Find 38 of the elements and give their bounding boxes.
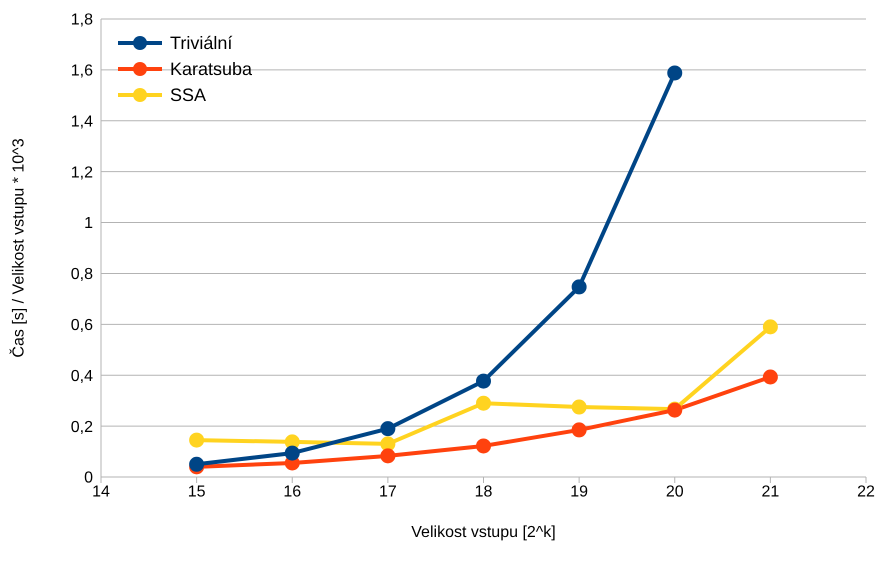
x-tick-label: 15 bbox=[188, 483, 206, 500]
y-tick-label: 1 bbox=[84, 215, 94, 232]
point bbox=[762, 370, 778, 385]
x-tick-label: 14 bbox=[92, 483, 110, 500]
y-tick-label: 1,8 bbox=[70, 12, 94, 29]
point bbox=[189, 432, 204, 448]
y-axis-title: Čas [s] / Velikost vstupu * 10^3 bbox=[10, 138, 28, 358]
point bbox=[380, 448, 396, 464]
point bbox=[572, 422, 587, 438]
x-tick-label: 19 bbox=[570, 483, 588, 500]
y-tick-label: 1,4 bbox=[70, 113, 94, 130]
point bbox=[380, 421, 396, 436]
y-tick-label: 0,8 bbox=[70, 266, 94, 284]
legend-label: Triviální bbox=[170, 32, 232, 55]
point bbox=[762, 319, 778, 334]
point bbox=[476, 374, 491, 389]
y-tick-label: 0,6 bbox=[70, 317, 94, 334]
point bbox=[572, 279, 587, 294]
y-tick-label: 0,2 bbox=[70, 418, 94, 436]
y-tick-label: 1,6 bbox=[70, 62, 94, 80]
x-tick-label: 20 bbox=[666, 483, 684, 500]
y-tick-label: 1,2 bbox=[70, 164, 94, 182]
point bbox=[572, 400, 587, 415]
x-axis-title: Velikost vstupu [2^k] bbox=[411, 524, 556, 541]
x-tick-label: 16 bbox=[283, 483, 302, 500]
point bbox=[284, 446, 300, 461]
x-tick-label: 17 bbox=[378, 483, 397, 500]
point bbox=[476, 396, 491, 411]
point bbox=[476, 438, 491, 454]
point bbox=[380, 436, 396, 452]
legend-label: SSA bbox=[170, 84, 206, 107]
y-tick-label: 0,4 bbox=[70, 368, 94, 385]
legend-label: Karatsuba bbox=[170, 58, 252, 81]
x-tick-label: 22 bbox=[857, 483, 875, 500]
x-tick-label: 18 bbox=[474, 483, 492, 500]
y-tick-label: 0 bbox=[84, 470, 94, 487]
x-tick-label: 21 bbox=[761, 483, 780, 500]
point bbox=[667, 65, 682, 80]
